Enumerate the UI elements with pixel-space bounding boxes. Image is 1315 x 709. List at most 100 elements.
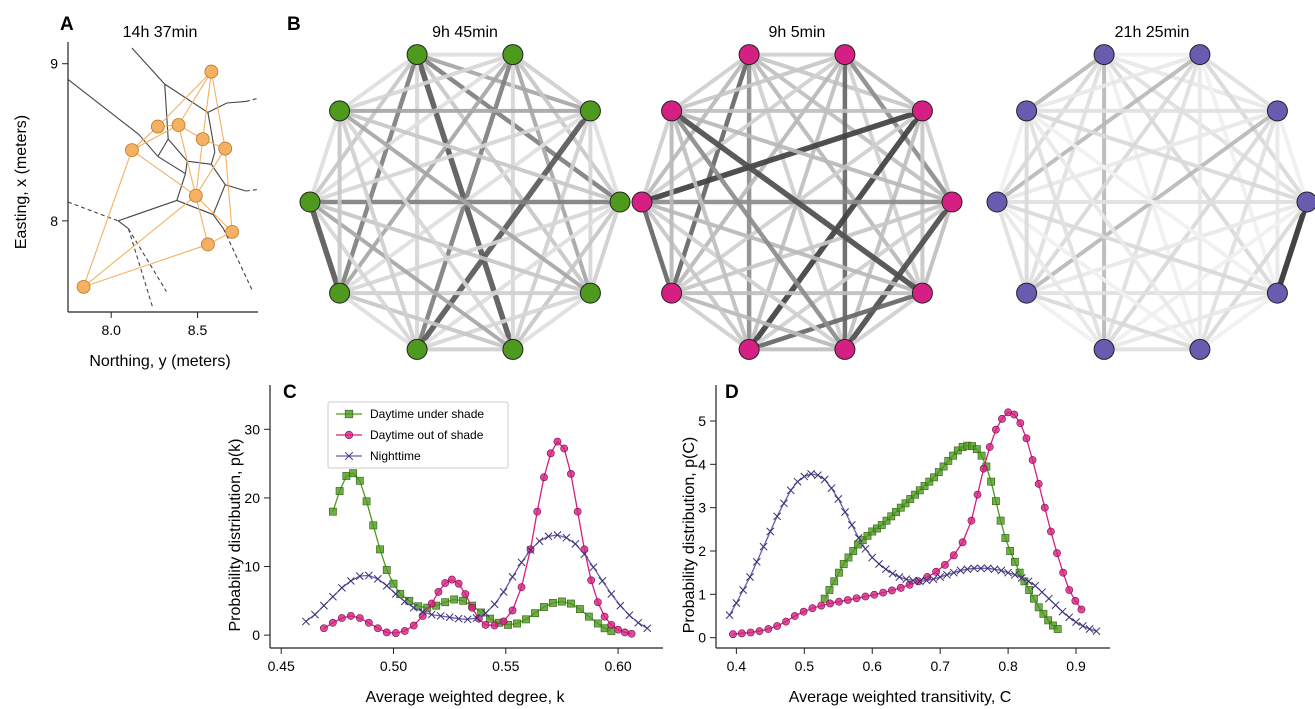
panelC-layer-point-2-28-b	[553, 531, 562, 539]
panel-d-ylabel: Probability distribution, p(C)	[681, 437, 698, 634]
panelC-layer-point-2-29	[562, 533, 571, 542]
panelC-layer-point-2-14	[427, 610, 436, 619]
network-2-edge-3-4	[920, 201, 954, 294]
panel-a-xlabel: Northing, y (meters)	[89, 353, 230, 370]
panelD-layer-point-2-9-b	[786, 486, 795, 495]
panelD-layer-xtick-label-0: 0.4	[727, 658, 747, 674]
panelC-layer-point-0-29	[567, 599, 575, 608]
legend-box	[327, 401, 509, 469]
network-3-edge-4-6	[1103, 291, 1279, 352]
panel-d-xlabel: Average weighted transitivity, C	[789, 689, 1012, 706]
panelD-layer-point-2-17-b	[841, 508, 850, 516]
network-2-edge-3-9	[670, 108, 953, 204]
panelD-layer-point-2-22-b	[875, 560, 883, 568]
map-node-7	[225, 224, 239, 239]
panelC-layer-point-1-22	[499, 617, 508, 626]
panelD-layer-point-2-9	[786, 486, 795, 495]
panelC-layer-point-2-23	[508, 572, 517, 581]
panelC-layer-point-0-1	[335, 487, 344, 495]
panelD-layer-point-2-13	[813, 471, 822, 480]
panelD-layer-point-2-27-b	[909, 576, 917, 585]
panelC-layer-point-2-30	[571, 539, 580, 548]
panelD-layer-point-1-8	[799, 607, 808, 616]
panelC-layer-point-2-10	[391, 590, 400, 598]
panelD-layer-point-0-23	[930, 473, 938, 482]
panelC-layer-point-2-7	[364, 571, 373, 580]
panelD-layer-point-2-1-b	[732, 599, 741, 607]
network-2-edge-2-8	[641, 108, 924, 205]
panelC-layer-point-2-24	[517, 558, 526, 567]
panel-c-xlabel: Average weighted degree, k	[366, 689, 566, 706]
panelD-layer-point-1-7	[790, 612, 799, 620]
voronoi-edge-5	[138, 134, 159, 157]
panelD-layer-point-2-25	[895, 573, 904, 581]
panelC-layer-point-2-35-b	[616, 601, 625, 610]
panelC-layer-point-2-30-b	[571, 539, 580, 548]
panelD-layer-point-2-18	[847, 521, 856, 529]
panelC-layer-point-2-16-b	[445, 613, 454, 622]
panelC-layer-point-2-34-b	[607, 590, 616, 598]
panelC-layer-point-2-19-b	[472, 614, 481, 622]
panelD-layer-xtick-label-4: 0.8	[998, 658, 1018, 674]
panelC-layer-point-2-26	[535, 537, 544, 546]
panelD-layer-point-1-24	[941, 560, 949, 569]
panelC-layer-point-2-13-b	[418, 607, 427, 616]
network-1-edge-1-8	[308, 52, 515, 204]
delaunay-edge-2	[202, 71, 212, 140]
panelD-layer-xtick-label-1: 0.5	[795, 658, 815, 674]
panelC-layer-point-2-34	[607, 590, 616, 598]
panelC-layer-point-2-18-b	[463, 615, 472, 624]
network-1-edge-3-4	[588, 201, 622, 294]
panelD-layer-ytick-label-0: 0	[698, 630, 706, 646]
panelC-layer-point-2-33-b	[598, 576, 607, 585]
panelD-layer-point-1-23	[932, 567, 940, 576]
map-node-8	[201, 237, 215, 252]
network-1-edge-2-8	[309, 108, 592, 204]
panelD-layer-point-2-37	[976, 564, 985, 573]
network-2-node-0	[738, 44, 760, 66]
network-3-node-7	[1016, 282, 1038, 304]
voronoi-dashed-5	[245, 97, 259, 102]
panelD-layer-point-2-5	[759, 542, 768, 551]
voronoi-edge-16	[176, 199, 214, 216]
legend-label-sun: Daytime out of shade	[370, 428, 484, 442]
voronoi-edge-9	[184, 161, 188, 174]
panelD-layer-point-0-18	[906, 495, 915, 503]
panelD-layer-point-0-22	[925, 477, 934, 486]
network-1-edge-4-8	[309, 200, 592, 296]
panelD-layer-point-2-10	[793, 477, 802, 486]
network-1-node-2	[579, 100, 601, 122]
legend-label-shade: Daytime under shade	[370, 407, 484, 421]
panelD-layer-point-2-46-b	[1038, 588, 1047, 597]
voronoi-edge-6	[157, 138, 169, 157]
panelD-layer-point-1-9	[808, 604, 817, 613]
voronoi-dashed-4	[245, 188, 259, 192]
panelD-layer-point-1-15	[861, 592, 870, 601]
panelD-layer-point-2-10-b	[793, 477, 802, 486]
panelC-layer-point-2-8	[373, 574, 382, 583]
map-node-3	[125, 143, 139, 158]
network-2-title: 9h 5min	[769, 24, 826, 41]
network-1-node-8	[299, 191, 321, 213]
panelD-layer-point-0-26	[944, 456, 953, 465]
network-1-edge-6-8	[308, 200, 419, 351]
panelD-layer-point-0-0	[820, 594, 829, 603]
panelC-layer-point-1-8	[391, 629, 400, 637]
network-3-edge-2-8	[996, 108, 1279, 204]
panelD-layer-point-2-44	[1024, 577, 1033, 586]
network-1	[299, 44, 631, 360]
legend-label-night: Nighttime	[370, 449, 421, 463]
panelD-layer-point-2-49-b	[1058, 607, 1067, 616]
panelD-layer-point-2-39	[990, 565, 999, 574]
network-1-edge-3-6	[415, 200, 622, 352]
panelC-layer-point-2-23-b	[508, 572, 517, 581]
panelC-layer-point-2-0	[301, 617, 310, 626]
network-1-edge-1-2	[511, 52, 592, 113]
panelD-layer-point-2-8	[779, 499, 788, 508]
panelC-layer-point-0-33	[600, 624, 609, 633]
panelC-layer-point-0-7	[376, 545, 384, 554]
panelD-layer-series-2	[725, 469, 1101, 636]
panelD-layer-point-2-35	[963, 565, 972, 574]
panelD-layer-point-2-21-b	[868, 553, 877, 562]
panelC-layer-point-2-10-b	[391, 590, 400, 598]
